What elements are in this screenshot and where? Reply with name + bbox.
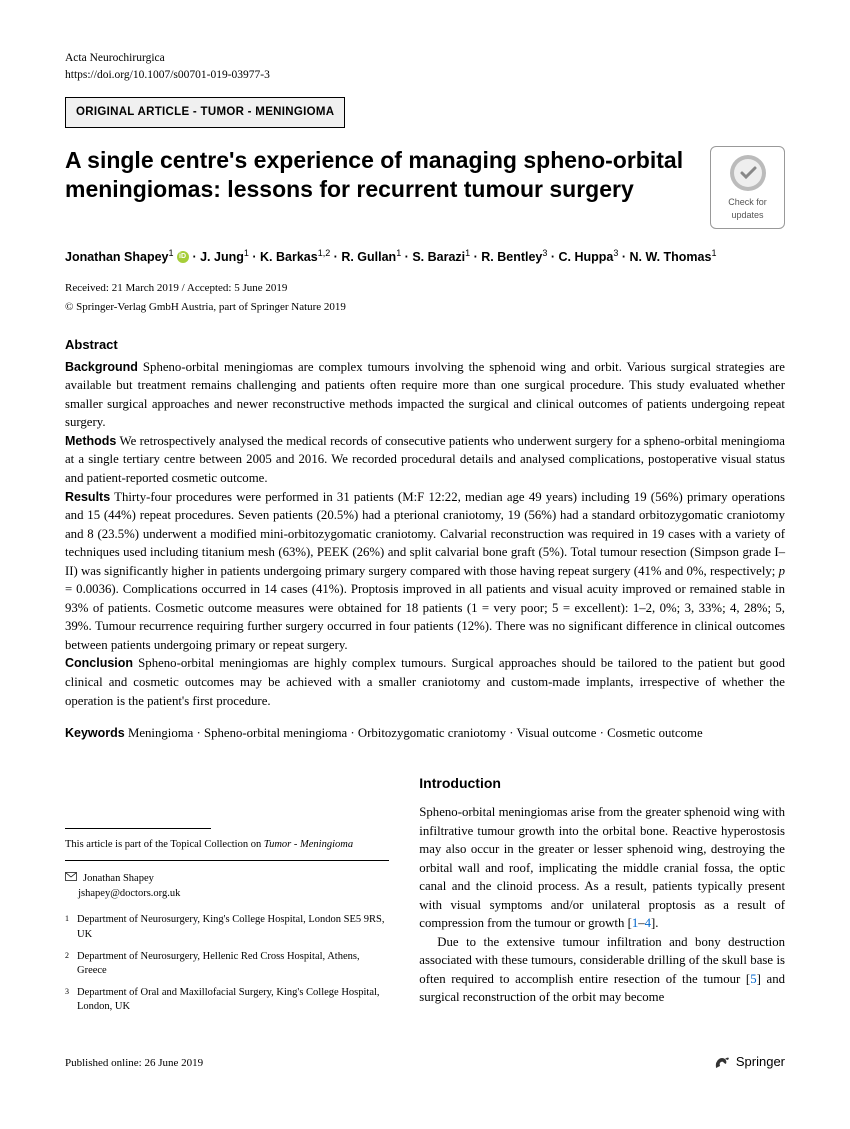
p-value-symbol: p bbox=[779, 564, 785, 578]
abstract-heading: Abstract bbox=[65, 336, 785, 355]
topical-collection-note: This article is part of the Topical Coll… bbox=[65, 837, 389, 861]
methods-text: We retrospectively analysed the medical … bbox=[65, 434, 785, 485]
methods-label: Methods bbox=[65, 434, 116, 448]
affiliation-list: 1Department of Neurosurgery, King's Coll… bbox=[65, 913, 389, 1014]
check-updates-line1: Check for bbox=[715, 196, 780, 209]
conclusion-label: Conclusion bbox=[65, 656, 133, 670]
author: K. Barkas1,2 bbox=[260, 250, 330, 264]
author: S. Barazi1 bbox=[412, 250, 470, 264]
affiliation-item: 2Department of Neurosurgery, Hellenic Re… bbox=[65, 950, 389, 978]
check-updates-line2: updates bbox=[715, 209, 780, 222]
orcid-icon[interactable] bbox=[177, 251, 189, 263]
footnote-column: This article is part of the Topical Coll… bbox=[65, 773, 389, 1023]
springer-logo: Springer bbox=[712, 1052, 785, 1072]
journal-name: Acta Neurochirurgica bbox=[65, 50, 785, 67]
corr-name: Jonathan Shapey bbox=[83, 873, 154, 884]
article-type-badge: ORIGINAL ARTICLE - TUMOR - MENINGIOMA bbox=[65, 97, 345, 128]
author: Jonathan Shapey1 bbox=[65, 250, 189, 264]
doi-link[interactable]: https://doi.org/10.1007/s00701-019-03977… bbox=[65, 67, 785, 84]
background-text: Spheno-orbital meningiomas are complex t… bbox=[65, 360, 785, 430]
corr-email[interactable]: jshapey@doctors.org.uk bbox=[78, 888, 180, 899]
author: J. Jung1 bbox=[200, 250, 249, 264]
author: N. W. Thomas1 bbox=[630, 250, 717, 264]
conclusion-text: Spheno-orbital meningiomas are highly co… bbox=[65, 656, 785, 707]
keywords: Keywords Meningioma · Spheno-orbital men… bbox=[65, 724, 785, 743]
corresponding-author: Jonathan Shapey jshapey@doctors.org.uk bbox=[65, 871, 389, 901]
author-list: Jonathan Shapey1 · J. Jung1 · K. Barkas1… bbox=[65, 247, 785, 267]
crossmark-icon bbox=[728, 153, 768, 193]
affiliation-item: 3Department of Oral and Maxillofacial Su… bbox=[65, 986, 389, 1014]
journal-header: Acta Neurochirurgica https://doi.org/10.… bbox=[65, 50, 785, 83]
article-dates: Received: 21 March 2019 / Accepted: 5 Ju… bbox=[65, 281, 785, 297]
envelope-icon bbox=[65, 871, 77, 886]
results-text-1: Thirty-four procedures were performed in… bbox=[65, 490, 785, 578]
check-for-updates-button[interactable]: Check for updates bbox=[710, 146, 785, 229]
introduction-column: Introduction Spheno-orbital meningiomas … bbox=[419, 773, 785, 1023]
introduction-heading: Introduction bbox=[419, 773, 785, 793]
results-label: Results bbox=[65, 490, 110, 504]
intro-paragraph-2: Due to the extensive tumour infiltration… bbox=[419, 933, 785, 1007]
results-text-2: = 0.0036). Complications occurred in 14 … bbox=[65, 582, 785, 652]
author: R. Gullan1 bbox=[341, 250, 401, 264]
footnote-rule bbox=[65, 828, 211, 829]
affiliation-item: 1Department of Neurosurgery, King's Coll… bbox=[65, 913, 389, 941]
article-title: A single centre's experience of managing… bbox=[65, 146, 690, 204]
intro-paragraph-1: Spheno-orbital meningiomas arise from th… bbox=[419, 803, 785, 933]
published-online: Published online: 26 June 2019 bbox=[65, 1056, 203, 1072]
author: R. Bentley3 bbox=[481, 250, 547, 264]
keywords-text: Meningioma · Spheno-orbital meningioma ·… bbox=[125, 726, 703, 740]
copyright: © Springer-Verlag GmbH Austria, part of … bbox=[65, 300, 785, 316]
springer-horse-icon bbox=[712, 1052, 732, 1072]
keywords-label: Keywords bbox=[65, 726, 125, 740]
background-label: Background bbox=[65, 360, 138, 374]
page-footer: Published online: 26 June 2019 Springer bbox=[65, 1052, 785, 1072]
abstract-body: Background Spheno-orbital meningiomas ar… bbox=[65, 358, 785, 710]
author: C. Huppa3 bbox=[559, 250, 619, 264]
